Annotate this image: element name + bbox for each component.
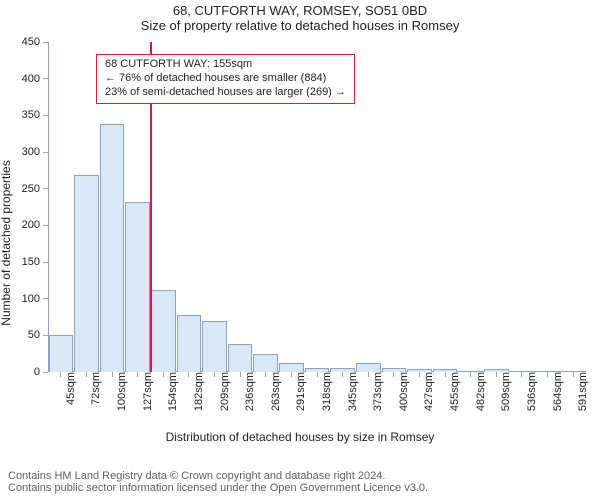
x-tick-label: 72sqm <box>84 372 102 405</box>
histogram-bar <box>279 363 304 372</box>
x-tick-label: 182sqm <box>187 372 205 411</box>
title-line-2: Size of property relative to detached ho… <box>0 19 600 34</box>
histogram-bar <box>151 290 176 372</box>
x-tick-label: 509sqm <box>494 372 512 411</box>
callout-box: 68 CUTFORTH WAY: 155sqm← 76% of detached… <box>96 54 355 104</box>
histogram-plot: 05010015020025030035040045045sqm72sqm100… <box>48 42 586 372</box>
x-tick-label: 127sqm <box>136 372 154 411</box>
x-tick-label: 45sqm <box>59 372 77 405</box>
y-tick-label: 200 <box>22 219 48 231</box>
y-tick-label: 450 <box>22 36 48 48</box>
histogram-bar <box>125 202 150 372</box>
histogram-bar <box>74 175 99 372</box>
histogram-bar <box>100 124 125 372</box>
histogram-bar <box>228 344 253 372</box>
x-tick-label: 291sqm <box>289 372 307 411</box>
footer-line-2: Contains public sector information licen… <box>8 482 592 494</box>
x-tick-label: 236sqm <box>238 372 256 411</box>
y-tick-label: 300 <box>22 146 48 158</box>
callout-line: 23% of semi-detached houses are larger (… <box>105 86 346 100</box>
chart-container: Number of detached properties 0501001502… <box>0 42 600 444</box>
plot-area: 05010015020025030035040045045sqm72sqm100… <box>48 42 586 372</box>
callout-line: ← 76% of detached houses are smaller (88… <box>105 72 346 86</box>
y-tick-label: 0 <box>34 366 48 378</box>
footer: Contains HM Land Registry data © Crown c… <box>8 470 592 494</box>
x-tick-label: 427sqm <box>417 372 435 411</box>
callout-line: 68 CUTFORTH WAY: 155sqm <box>105 58 346 72</box>
y-tick-label: 100 <box>22 293 48 305</box>
y-tick-label: 400 <box>22 73 48 85</box>
x-tick-label: 154sqm <box>161 372 179 411</box>
x-tick-label: 345sqm <box>341 372 359 411</box>
x-tick-label: 482sqm <box>469 372 487 411</box>
histogram-bar <box>202 321 227 372</box>
title-line-1: 68, CUTFORTH WAY, ROMSEY, SO51 0BD <box>0 4 600 19</box>
footer-line-1: Contains HM Land Registry data © Crown c… <box>8 470 592 482</box>
x-tick-label: 455sqm <box>443 372 461 411</box>
x-tick-label: 318sqm <box>315 372 333 411</box>
x-tick-label: 564sqm <box>546 372 564 411</box>
y-tick-label: 150 <box>22 256 48 268</box>
chart-titles: 68, CUTFORTH WAY, ROMSEY, SO51 0BD Size … <box>0 0 600 34</box>
y-axis-label: Number of detached properties <box>0 160 13 325</box>
histogram-bar <box>253 354 278 372</box>
histogram-bar <box>177 315 202 372</box>
y-axis-line <box>48 42 49 372</box>
histogram-bar <box>356 363 381 372</box>
y-tick-label: 50 <box>28 329 48 341</box>
y-tick-label: 350 <box>22 109 48 121</box>
x-tick-label: 591sqm <box>571 372 589 411</box>
x-tick-label: 100sqm <box>110 372 128 411</box>
x-axis-label: Distribution of detached houses by size … <box>0 430 600 444</box>
x-tick-label: 373sqm <box>366 372 384 411</box>
x-tick-label: 263sqm <box>264 372 282 411</box>
histogram-bar <box>49 335 74 372</box>
x-tick-label: 209sqm <box>213 372 231 411</box>
y-tick-label: 250 <box>22 183 48 195</box>
x-tick-label: 536sqm <box>520 372 538 411</box>
x-tick-label: 400sqm <box>392 372 410 411</box>
